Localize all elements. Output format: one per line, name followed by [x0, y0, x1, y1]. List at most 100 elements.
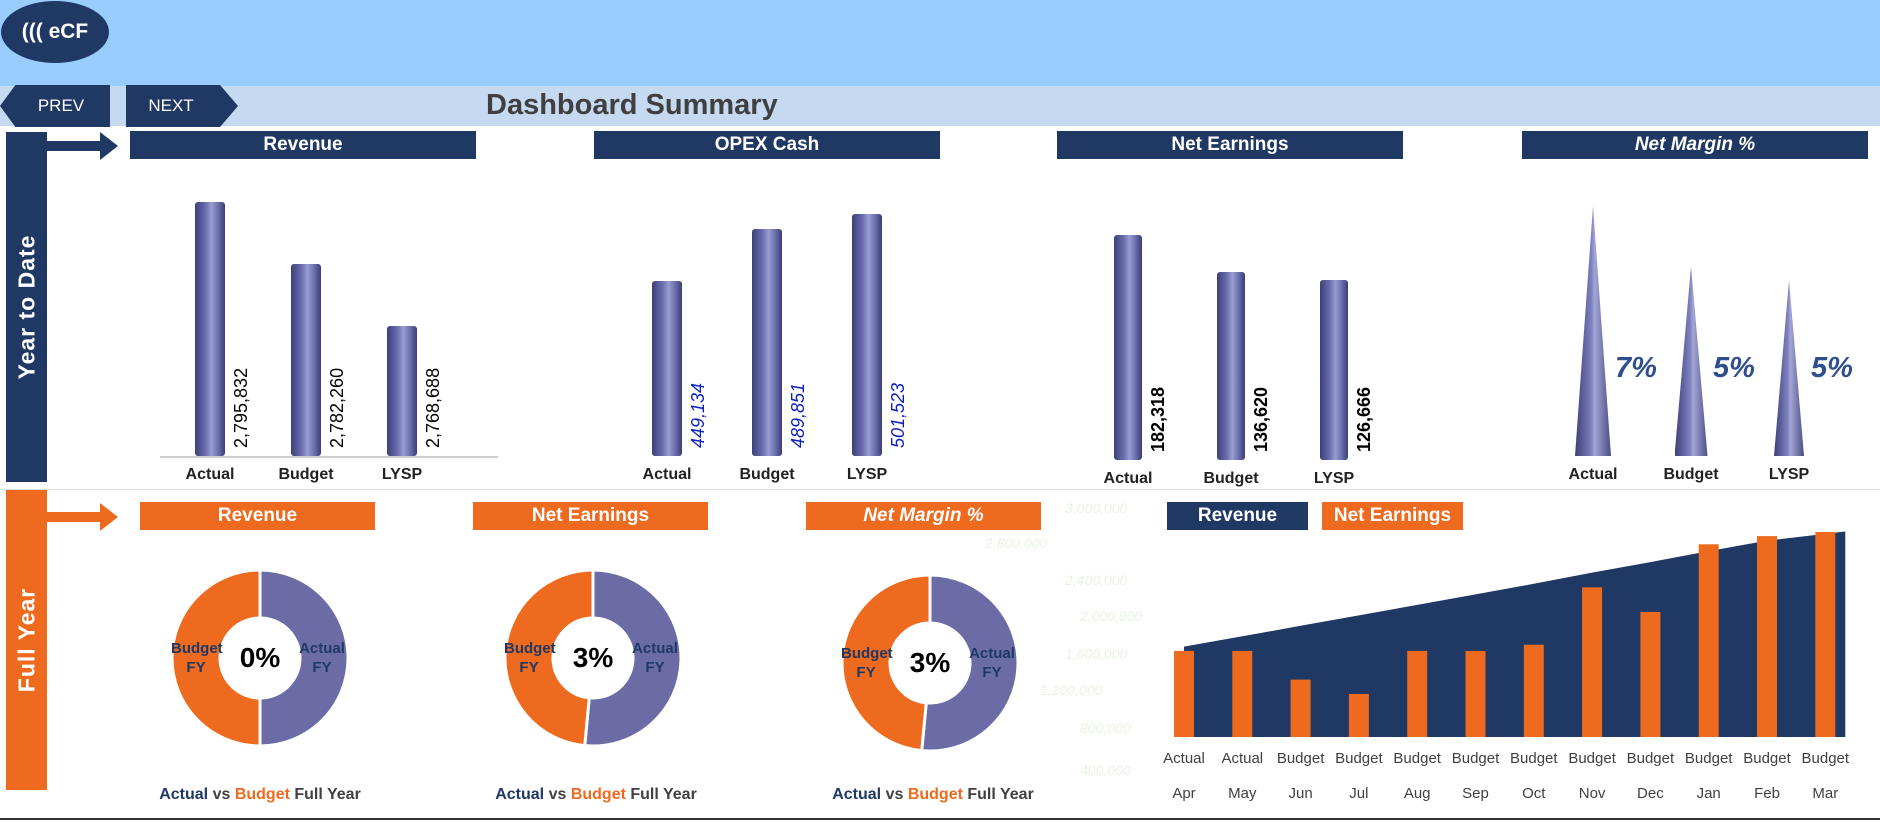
caption-budget: Budget	[570, 786, 626, 803]
fy-revenue-caption: Actual vs Budget Full Year	[159, 786, 361, 804]
fy-revenue-header: Revenue	[140, 502, 375, 530]
donut-center-value: 0%	[239, 642, 281, 673]
x-month-label: Jan	[1696, 785, 1721, 802]
data-label-earnings: 136,620	[1251, 386, 1271, 452]
fy-margin-caption: Actual vs Budget Full Year	[832, 786, 1034, 804]
legend-revenue: Revenue	[1167, 502, 1308, 530]
category-label: Actual	[185, 466, 235, 483]
trend-svg	[1174, 531, 1846, 737]
x-sub-label: Budget	[1743, 750, 1791, 767]
bar-opex-actual	[652, 281, 682, 456]
bar-earnings-actual	[1114, 235, 1142, 460]
donut-svg	[170, 568, 350, 748]
ytd-margin-header: Net Margin %	[1522, 131, 1868, 159]
ghost-tick: 400,000	[1080, 762, 1131, 778]
page-title: Dashboard Summary	[486, 89, 778, 121]
next-button[interactable]: NEXT	[126, 85, 238, 127]
data-label-revenue: 2,768,688	[423, 367, 443, 448]
caption-vs: vs	[885, 786, 904, 803]
donut-label-budget: Budget FY	[504, 640, 556, 676]
caption-actual: Actual	[832, 786, 882, 803]
donut-slice-actual	[258, 568, 350, 748]
x-sub-label: Budget	[1393, 750, 1441, 767]
x-month-label: Jun	[1288, 785, 1313, 802]
x-sub-label: Budget	[1626, 750, 1675, 767]
pct-label: 5%	[1811, 352, 1853, 384]
earnings-bar-jan	[1698, 544, 1719, 737]
caption-full-year: Full Year	[294, 786, 361, 803]
donut-slice-actual	[920, 573, 1020, 753]
fy-earnings-donut: 3% Actual FY Budget FY	[503, 565, 683, 751]
ytd-revenue-header: Revenue	[130, 131, 476, 159]
earnings-bar-dec	[1640, 611, 1661, 737]
earnings-bar-aug	[1407, 650, 1428, 737]
caption-full-year: Full Year	[630, 786, 697, 803]
earnings-bar-nov	[1582, 587, 1603, 737]
category-label: Budget	[1663, 466, 1719, 483]
fy-margin-header: Net Margin %	[806, 502, 1041, 530]
ytd-arrow-icon	[46, 132, 118, 160]
earnings-bar-sep	[1465, 650, 1486, 737]
caption-budget: Budget	[907, 786, 963, 803]
donut-label-actual: Actual FY	[299, 640, 345, 676]
earnings-bar-apr	[1174, 650, 1194, 737]
x-sub-label: Budget	[1801, 750, 1850, 767]
category-label: Actual	[642, 466, 692, 483]
bottom-border	[0, 818, 1880, 820]
fy-margin-donut: 3% Actual FY Budget FY	[840, 570, 1020, 756]
category-label: LYSP	[1768, 466, 1810, 483]
category-label: Budget	[1203, 470, 1259, 487]
nav-band	[0, 86, 1880, 126]
ytd-earnings-header: Net Earnings	[1057, 131, 1403, 159]
ghost-tick: 2,800,000	[985, 535, 1048, 551]
fy-section-label: Full Year	[6, 490, 47, 790]
caption-vs: vs	[212, 786, 231, 803]
ghost-tick: 2,400,000	[1065, 572, 1128, 588]
ytd-earnings-chart: 182,318 Actual 136,620 Budget 126,666 LYSP	[1070, 180, 1390, 490]
top-banner	[0, 0, 1880, 86]
caption-budget: Budget	[234, 786, 290, 803]
ghost-tick: 1,200,000	[1040, 682, 1103, 698]
pct-label: 7%	[1615, 352, 1657, 384]
x-month-label: Mar	[1812, 785, 1839, 802]
x-sub-label: Actual	[1221, 750, 1264, 767]
revenue-area	[1184, 531, 1846, 737]
donut-label-budget: Budget FY	[841, 645, 893, 681]
earnings-bar-feb	[1757, 536, 1777, 737]
donut-center-value: 3%	[572, 642, 614, 673]
ghost-axis: 3,000,000 2,800,000 2,400,000 2,000,000 1,60…	[985, 500, 1142, 778]
donut-slice-actual	[583, 568, 683, 748]
x-sub-label: Budget	[1510, 750, 1558, 767]
x-sub-label: Budget	[1568, 750, 1616, 767]
x-axis-line	[160, 456, 498, 458]
donut-label-budget: Budget FY	[171, 640, 223, 676]
bar-revenue-budget	[291, 264, 321, 456]
data-label-earnings: 126,666	[1354, 386, 1374, 452]
cone-actual	[1575, 206, 1611, 456]
caption-vs: vs	[548, 786, 567, 803]
earnings-bar-jun	[1290, 679, 1311, 737]
x-month-label: Oct	[1522, 785, 1546, 802]
data-label-revenue: 2,782,260	[327, 367, 347, 448]
fy-revenue-donut: 0% Actual FY Budget FY	[170, 565, 350, 751]
bar-earnings-budget	[1217, 272, 1245, 460]
data-label-opex: 489,851	[788, 382, 808, 448]
ecf-logo: ((( eCF	[1, 1, 109, 63]
prev-button[interactable]: PREV	[0, 85, 110, 127]
x-month-label: Sep	[1462, 785, 1489, 802]
ghost-tick: 800,000	[1080, 720, 1131, 736]
donut-label-actual: Actual FY	[969, 645, 1015, 681]
x-sub-label: Budget	[1684, 750, 1733, 767]
caption-actual: Actual	[495, 786, 545, 803]
ytd-opex-header: OPEX Cash	[594, 131, 940, 159]
category-label: Budget	[739, 466, 795, 483]
ytd-section-label: Year to Date	[6, 132, 47, 482]
bar-opex-lysp	[852, 214, 882, 456]
x-month-label: Jul	[1349, 785, 1369, 802]
x-month-label: Aug	[1403, 785, 1431, 802]
fy-arrow-icon	[46, 503, 118, 531]
earnings-bar-may	[1232, 650, 1253, 737]
ghost-tick: 3,000,000	[1065, 500, 1128, 516]
category-label: Actual	[1103, 470, 1153, 487]
donut-label-actual: Actual FY	[632, 640, 678, 676]
